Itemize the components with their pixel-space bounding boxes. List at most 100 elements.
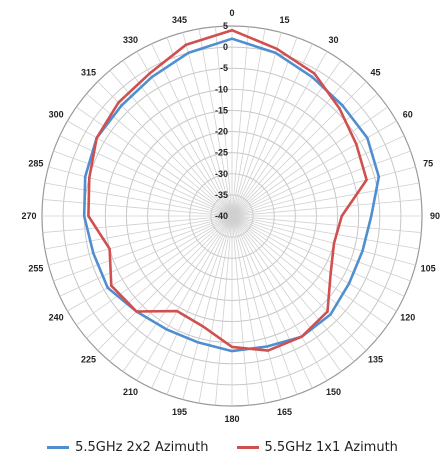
grid-spoke <box>53 215 233 282</box>
grid-spoke <box>231 215 355 362</box>
radial-tick-label: -20 <box>215 127 228 137</box>
grid-spoke <box>231 43 313 217</box>
grid-spoke <box>215 26 233 217</box>
grid-spoke <box>44 182 233 217</box>
grid-spoke <box>231 37 298 217</box>
angle-tick-label: 195 <box>172 407 187 417</box>
angle-tick-label: 315 <box>81 67 96 77</box>
grid-spoke <box>231 215 328 381</box>
grid-spoke <box>109 215 233 362</box>
grid-spoke <box>231 215 367 351</box>
grid-spoke <box>231 166 416 217</box>
angle-tick-label: 255 <box>28 264 43 274</box>
legend-label-1x1: 5.5GHz 1x1 Azimuth <box>264 439 398 455</box>
grid-spoke <box>231 215 405 297</box>
grid-spoke <box>231 215 298 395</box>
angle-tick-label: 150 <box>326 387 341 397</box>
grid-spoke <box>76 215 233 326</box>
grid-spoke <box>231 215 422 233</box>
legend-item-1x1: 5.5GHz 1x1 Azimuth <box>236 439 398 455</box>
grid-spoke <box>59 215 233 297</box>
grid-spoke <box>231 215 266 404</box>
angle-tick-label: 330 <box>123 35 138 45</box>
angle-tick-label: 240 <box>49 313 64 323</box>
grid-spoke <box>231 215 249 406</box>
series-line-1 <box>87 28 368 352</box>
grid-spoke <box>231 70 355 217</box>
grid-spoke <box>97 215 233 351</box>
legend-label-2x2: 5.5GHz 2x2 Azimuth <box>75 439 209 455</box>
grid-spoke <box>136 51 233 217</box>
grid-spoke <box>231 215 411 282</box>
angle-tick-label: 120 <box>400 313 415 323</box>
grid-spoke <box>231 215 420 250</box>
grid-spoke <box>231 215 388 326</box>
angle-tick-label: 285 <box>28 158 43 168</box>
grid-spoke <box>231 215 342 372</box>
grid-spoke <box>67 120 233 217</box>
grid-spoke <box>215 215 233 406</box>
angle-tick-label: 90 <box>430 211 440 221</box>
angle-tick-label: 270 <box>21 211 36 221</box>
radial-tick-label: 0 <box>223 42 228 52</box>
angle-tick-label: 135 <box>368 355 383 365</box>
grid-spoke <box>198 28 233 217</box>
grid-spoke <box>166 215 233 395</box>
grid-spoke <box>109 70 233 217</box>
angle-tick-label: 60 <box>403 110 413 120</box>
legend-item-2x2: 5.5GHz 2x2 Azimuth <box>47 439 209 455</box>
radial-tick-label: -10 <box>215 84 228 94</box>
grid-spoke <box>48 215 233 266</box>
angle-tick-label: 165 <box>277 407 292 417</box>
grid-spoke <box>48 166 233 217</box>
angle-tick-label: 15 <box>280 15 290 25</box>
grid-spoke <box>44 215 233 250</box>
grid-spoke <box>151 43 233 217</box>
angle-tick-label: 75 <box>423 158 433 168</box>
angle-tick-label: 180 <box>224 414 239 424</box>
radial-tick-label: 5 <box>223 21 228 31</box>
radial-tick-label: -35 <box>215 190 228 200</box>
grid-spoke <box>231 150 411 217</box>
grid-spoke <box>136 215 233 381</box>
grid-spoke <box>231 93 378 217</box>
grid-spoke <box>182 32 233 217</box>
grid-spoke <box>86 215 233 339</box>
grid-spoke <box>182 215 233 400</box>
angle-tick-label: 210 <box>123 387 138 397</box>
radial-tick-label: -5 <box>220 63 228 73</box>
grid-spoke <box>166 37 233 217</box>
grid-spoke <box>231 182 420 217</box>
grid-spoke <box>231 135 405 217</box>
angle-tick-label: 45 <box>371 67 381 77</box>
grid-spoke <box>231 215 416 266</box>
angle-tick-label: 105 <box>421 264 436 274</box>
legend: 5.5GHz 2x2 Azimuth 5.5GHz 1x1 Azimuth <box>0 436 445 458</box>
grid-spoke <box>231 28 266 217</box>
grid-spoke <box>231 199 422 217</box>
radial-tick-label: -15 <box>215 105 228 115</box>
polar-chart-svg: 0 15 30 45 60 75 90 105 120 135 150 165 180 195 210 225… <box>21 8 440 424</box>
polar-chart: 0 15 30 45 60 75 90 105 120 135 150 165 180 195 210 225… <box>21 8 440 424</box>
grid-spoke <box>231 215 282 400</box>
grid-spoke <box>231 215 378 339</box>
grid-spoke <box>231 51 328 217</box>
angle-tick-label: 30 <box>328 35 338 45</box>
grid-spoke <box>59 135 233 217</box>
angle-tick-label: 225 <box>81 355 96 365</box>
grid-spoke <box>53 150 233 217</box>
angle-tick-label: 0 <box>229 8 234 18</box>
grid-spoke <box>97 81 233 217</box>
grid-spoke <box>231 81 367 217</box>
grid-spoke <box>122 215 233 372</box>
grid-spoke <box>76 106 233 217</box>
grid-spoke <box>42 199 233 217</box>
legend-swatch-1x1 <box>236 445 259 449</box>
grid-spoke <box>231 215 397 312</box>
grid-spoke <box>67 215 233 312</box>
grid-spoke <box>231 26 249 217</box>
radial-tick-label: -40 <box>215 211 228 221</box>
grid-spoke <box>198 215 233 404</box>
angle-tick-label: 345 <box>172 15 187 25</box>
radial-tick-label: -25 <box>215 148 228 158</box>
